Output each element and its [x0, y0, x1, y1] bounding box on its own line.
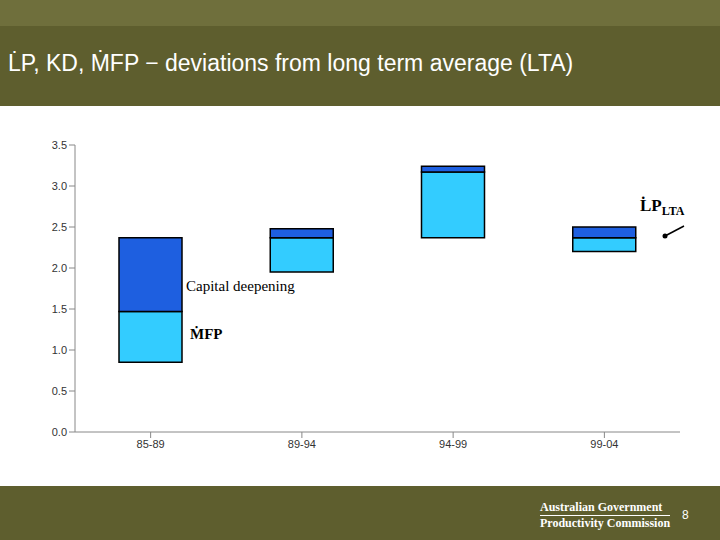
svg-text:2.5: 2.5: [52, 221, 67, 233]
html-text:Productivity Commission: Productivity Commission: [540, 516, 671, 530]
html-text:ṀFP: ṀFP: [190, 326, 223, 342]
svg-text:94-99: 94-99: [439, 438, 467, 450]
html-text:L̇P, KD, ṀFP − deviations from: L̇P, KD, ṀFP − deviations from long term…: [8, 50, 574, 76]
svg-text:89-94: 89-94: [288, 438, 316, 450]
svg-text:0.0: 0.0: [52, 426, 67, 438]
html-text:L̇PLTA: L̇PLTA: [640, 196, 685, 219]
svg-text:3.0: 3.0: [52, 180, 67, 192]
svg-text:99-04: 99-04: [590, 438, 618, 450]
svg-text:85-89: 85-89: [137, 438, 165, 450]
svg-text:3.5: 3.5: [52, 139, 67, 151]
svg-text:2.0: 2.0: [52, 262, 67, 274]
html-text:8: 8: [682, 508, 689, 522]
svg-text:0.5: 0.5: [52, 385, 67, 397]
svg-text:1.5: 1.5: [52, 303, 67, 315]
svg-text:1.0: 1.0: [52, 344, 67, 356]
html-text:Australian Government: Australian Government: [540, 500, 663, 514]
html-text:Capital deepening: Capital deepening: [186, 278, 295, 294]
